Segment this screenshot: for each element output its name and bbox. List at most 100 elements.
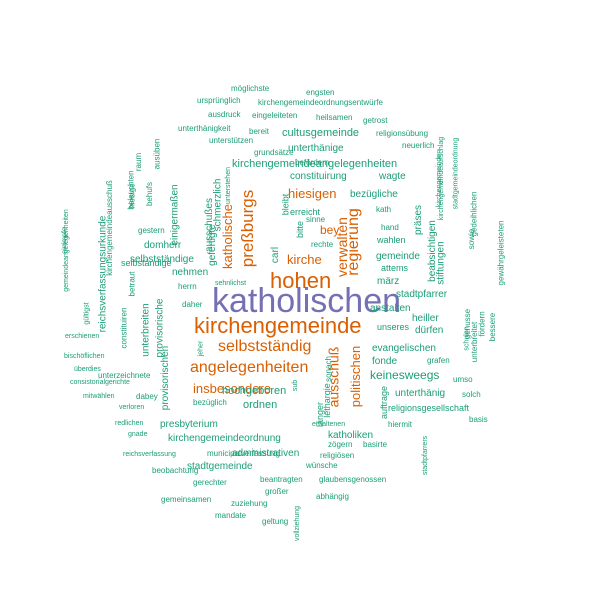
word: hand — [381, 223, 399, 232]
word: religionsgesellschaft — [388, 403, 470, 413]
word: behufs — [145, 181, 155, 207]
word: nehmen — [172, 267, 209, 278]
word: umso — [453, 375, 473, 384]
word: evangelischen — [372, 343, 436, 354]
word: erhaltenen — [312, 421, 346, 428]
word: grundsätze — [254, 148, 294, 157]
word: ursprünglich — [197, 96, 241, 105]
word: abhängig — [316, 492, 349, 501]
word: ordnen — [243, 399, 278, 411]
word: attems — [381, 263, 409, 273]
word: gnade — [128, 431, 148, 438]
word: rechte — [311, 240, 334, 249]
word: presbyterium — [160, 419, 218, 430]
word: getrost — [363, 116, 388, 125]
word: unterthänige — [288, 143, 344, 154]
word: möglichste — [231, 84, 270, 93]
word: gemeinde — [376, 251, 420, 262]
word: märz — [377, 276, 400, 287]
word: länger — [315, 401, 326, 428]
word: wahlen — [377, 235, 406, 245]
word: heiller — [412, 313, 439, 324]
word: bey — [320, 223, 340, 237]
word: insbesondere — [193, 381, 272, 396]
word: hochgeboren — [222, 385, 287, 397]
word: mandate — [215, 511, 247, 520]
word: consistorialgerichte — [70, 379, 130, 386]
word: carl — [270, 246, 282, 264]
word: selbstständig — [218, 338, 312, 355]
word: beabsichtigen — [426, 220, 438, 282]
word: dabey — [136, 392, 158, 401]
word: provisorischen — [160, 345, 172, 411]
word: bezügliche — [350, 189, 398, 200]
word: stadtpfarrers — [422, 435, 430, 476]
word: bezüglich — [193, 398, 227, 407]
word: neuerlich — [402, 141, 435, 150]
word: constituirung — [290, 171, 347, 182]
word: bitte — [295, 220, 306, 239]
word: verloren — [119, 404, 145, 411]
word: bereit — [249, 127, 270, 136]
word: selbständige — [121, 258, 172, 268]
word: domherr — [144, 240, 182, 251]
word: bischöflichen — [64, 353, 105, 360]
word: sonach — [323, 356, 333, 382]
word: kirchengemeindeordnung — [168, 433, 281, 444]
word: solch — [462, 390, 481, 399]
word: glaubensgenossen — [319, 475, 387, 484]
word: basis — [469, 415, 488, 424]
word: unseres — [377, 322, 410, 332]
word: bleibt — [280, 193, 291, 216]
word: befördern — [295, 158, 330, 167]
word: fonde — [372, 356, 398, 367]
word: unterzeichnete — [98, 371, 151, 380]
word: hiesigen — [288, 186, 337, 201]
word: sehnlichst — [215, 280, 247, 287]
word: zögern — [328, 440, 353, 449]
word: kath — [376, 205, 392, 214]
word: raum — [134, 152, 144, 172]
word: erreicht — [290, 207, 321, 217]
word: stadtgemeinde — [187, 461, 253, 472]
word: zuziehung — [231, 499, 268, 508]
word: erschienen — [65, 333, 100, 340]
word: ausdruck — [208, 110, 241, 119]
word: geltung — [262, 517, 289, 526]
word: gültigst — [83, 302, 91, 325]
word: religiösen — [320, 451, 355, 460]
word: katholiken — [328, 430, 374, 441]
word: selbstständige — [130, 254, 194, 265]
word: gerechter — [193, 478, 227, 487]
word: fördern — [477, 311, 487, 337]
word: ausschußes — [203, 198, 215, 252]
word: überdies — [74, 366, 101, 373]
word: grafen — [427, 356, 450, 365]
word: kirchengemeindeausschuß — [104, 180, 114, 276]
word: einimpfe — [61, 227, 69, 254]
word: sinne — [306, 215, 326, 224]
word: keinesweegs — [370, 368, 440, 382]
word: unterstützen — [209, 136, 254, 145]
word: reichsverfassung — [123, 451, 176, 458]
word: bessere — [488, 312, 498, 342]
word: großer — [265, 487, 289, 496]
word: beobachtung — [152, 466, 199, 475]
word: stadtgemeindeordnung — [452, 137, 460, 210]
word: administrativen — [232, 448, 300, 459]
word: beantragten — [260, 475, 303, 484]
word: dürfen — [415, 325, 444, 336]
word: preßburgs — [238, 189, 258, 268]
word: kirchengemeindeaufschlag — [438, 136, 446, 221]
word: kirchengemeindeangelegenheiten — [232, 158, 398, 170]
word: wünsche — [306, 461, 338, 470]
word: basirte — [363, 440, 388, 449]
word: gemeinsamen — [161, 495, 212, 504]
word: wagte — [379, 171, 406, 182]
word: eingeleiteten — [252, 111, 298, 120]
word: municipalverfassung — [207, 449, 280, 458]
word: heilsamen — [316, 113, 353, 122]
word: ausüben — [152, 138, 162, 170]
word: gewährgeleisteten — [496, 220, 506, 286]
